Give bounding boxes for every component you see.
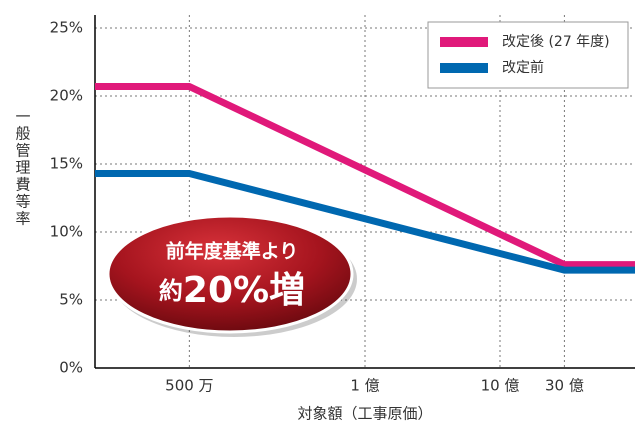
legend-swatch: [440, 63, 488, 73]
chart: 0% 5% 10% 15% 20% 25% 500 万 1 億 10 億 30 億対象額（工事原価…: [0, 0, 643, 428]
legend-box: [428, 22, 628, 88]
annotation-text: 約20%増: [159, 270, 305, 311]
x-tick-label: 500 万: [165, 377, 213, 395]
x-tick-label: 10 億: [481, 377, 520, 395]
y-tick-label: 15%: [50, 155, 83, 173]
y-tick-label: 25%: [50, 19, 83, 37]
annotation-prefix: 約: [159, 277, 183, 305]
x-tick-label: 30 億: [545, 377, 584, 395]
x-tick-label: 1 億: [350, 377, 379, 395]
legend-swatch: [440, 37, 488, 47]
y-axis-label: 一般管理費等率: [14, 109, 32, 228]
y-tick-label: 5%: [59, 291, 83, 309]
legend-label: 改定後 (27 年度): [502, 34, 610, 50]
legend-label: 改定前: [502, 59, 544, 76]
y-tick-label: 10%: [50, 223, 83, 241]
annotation-text: 前年度基準より: [166, 240, 299, 263]
annotation-main: 20%増: [183, 270, 305, 311]
y-tick-label: 0%: [59, 359, 83, 377]
x-axis-label: 対象額（工事原価）: [297, 405, 432, 423]
y-tick-label: 20%: [50, 87, 83, 105]
